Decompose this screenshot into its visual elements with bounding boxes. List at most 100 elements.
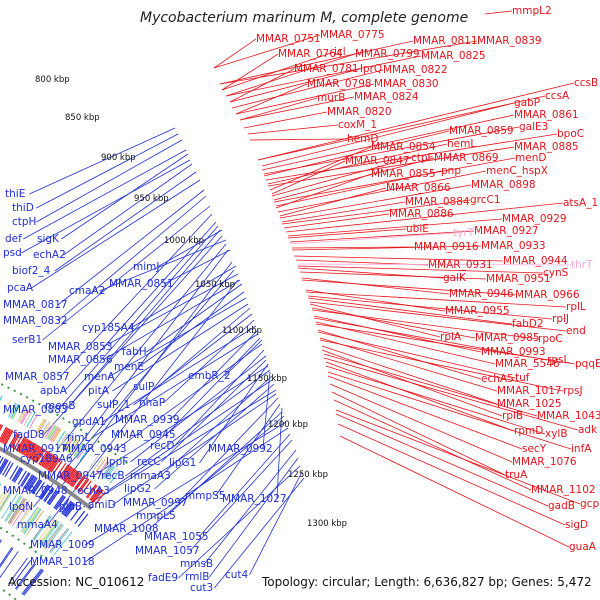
forward-gene-label: rplB [502,410,523,422]
scale-tick-label: 1000 kbp [164,236,204,246]
forward-gene-label: galE3 [519,121,548,133]
forward-gene-leader-line [291,245,482,251]
forward-cds-block [46,456,57,471]
forward-gene-label: MMAR_0861 [514,109,579,121]
forward-cds-block [68,471,79,485]
cog-block-outer [23,411,33,426]
reverse-gene-label: cut4 [225,569,249,581]
forward-cds-block [17,437,27,453]
reverse-feature-block [0,551,19,578]
reverse-gene-leader-line [148,415,285,530]
forward-gene-leader-line [265,133,558,181]
reverse-gene-leader-line [91,333,259,439]
reverse-gene-label: MMAR_0853 [48,341,113,353]
forward-cds-block [13,435,23,450]
forward-cds-block [64,468,75,483]
reverse-gene-label: MMAR_0832 [3,315,68,327]
cog-block-outer [17,407,26,423]
forward-gene-leader-line [225,55,422,97]
reverse-feature-block [22,569,43,595]
forward-gene-leader-line [261,114,515,171]
reverse-gene-label: sulP_1 [97,399,130,411]
reverse-cds-block [23,474,33,489]
reverse-feature-block [8,557,28,585]
forward-gene-label: MMAR_0966 [515,289,580,301]
forward-gene-leader-line [243,111,328,129]
forward-gene-leader-line [315,323,576,365]
reverse-gene-label: mmaA4 [17,519,58,531]
reverse-gene-leader-line [99,239,227,292]
forward-cds-block [74,475,85,489]
reverse-gene-label: serB1 [12,334,42,346]
forward-cds-block [31,445,41,461]
cog-block-outer [62,435,72,450]
forward-cds-block [49,457,60,472]
cog-block-inner [23,508,42,535]
reverse-gene-leader-line [57,225,219,411]
forward-gene-leader-line [219,40,414,85]
reverse-gene-leader-line [102,325,257,423]
forward-gene-leader-line [219,40,478,85]
reverse-gene-leader-line [163,249,231,285]
scale-tick-label: 800 kbp [35,75,70,85]
scale-tick-label: 1200 kbp [268,420,308,430]
reverse-gene-label: MMAR_0856 [48,354,113,366]
forward-gene-label: grcC1 [470,194,501,206]
forward-gene-label: pnp [441,165,461,177]
reverse-gene-leader-line [36,133,179,209]
forward-gene-leader-line [221,51,335,91]
scale-tick-label: 1250 kbp [288,470,328,480]
reverse-gene-leader-line [42,205,211,341]
forward-gene-label: rplA [440,331,462,343]
cog-block-outer [74,443,85,458]
forward-cds-block [85,484,97,498]
reverse-gene-label: MMAR_0817 [3,299,68,311]
forward-cds-block [44,454,55,469]
reverse-gene-label: cyp185A4 [82,322,135,334]
forward-cds-block [24,442,34,457]
cog-block-inner [39,520,59,546]
forward-gene-label: MMAR_0927 [474,225,539,237]
cog-block-outer [48,426,58,441]
cog-block-inner [0,486,8,500]
cog-block-outer [10,403,19,419]
reverse-gene-leader-line [57,189,205,306]
forward-cds-block [78,478,90,493]
reverse-gene-label: lipG1 [169,457,196,469]
trna-gene-label: thrT [571,259,593,271]
forward-gene-label: bpoC [557,128,584,140]
forward-gene-leader-line [235,83,308,115]
forward-gene-label: galK [443,272,467,284]
reverse-cds-block [0,457,4,465]
cog-block-outer [47,425,57,440]
reverse-cds-block [9,465,19,480]
scale-tick-label: 950 kbp [134,194,169,204]
forward-gene-label: MMAR_0820 [327,106,392,118]
cog-block-outer [79,447,90,461]
forward-cds-block [48,456,58,471]
reverse-gene-leader-line [112,393,277,506]
forward-gene-leader-line [273,157,435,201]
cog-block-outer [97,460,109,474]
forward-gene-label: mmpL2 [512,5,552,17]
forward-gene-label: lprQ [360,63,382,75]
forward-cds-block [35,449,46,464]
forward-gene-label: MMAR_1102 [531,484,596,496]
cog-block-outer [77,445,88,460]
forward-cds-block [16,436,26,452]
reverse-gene-label: biof2_4 [12,265,51,277]
reverse-feature-block [11,560,31,587]
forward-gene-label: rpsJ [563,385,583,397]
forward-gene-label: MMAR_0884 [405,196,470,208]
forward-gene-label: MMAR_0898 [471,179,536,191]
reverse-gene-label: rmlB [185,571,209,583]
reverse-gene-leader-line [63,163,193,256]
backbone-track [0,382,128,600]
reverse-cds-block [63,502,74,516]
reverse-cds-block [25,475,36,490]
forward-gene-leader-line [307,295,553,320]
reverse-gene-label: fabH [122,346,147,358]
forward-gene-label: MMAR_1025 [497,398,562,410]
reverse-gene-label: embR_2 [188,370,231,382]
reverse-gene-label: apbA [40,385,68,397]
